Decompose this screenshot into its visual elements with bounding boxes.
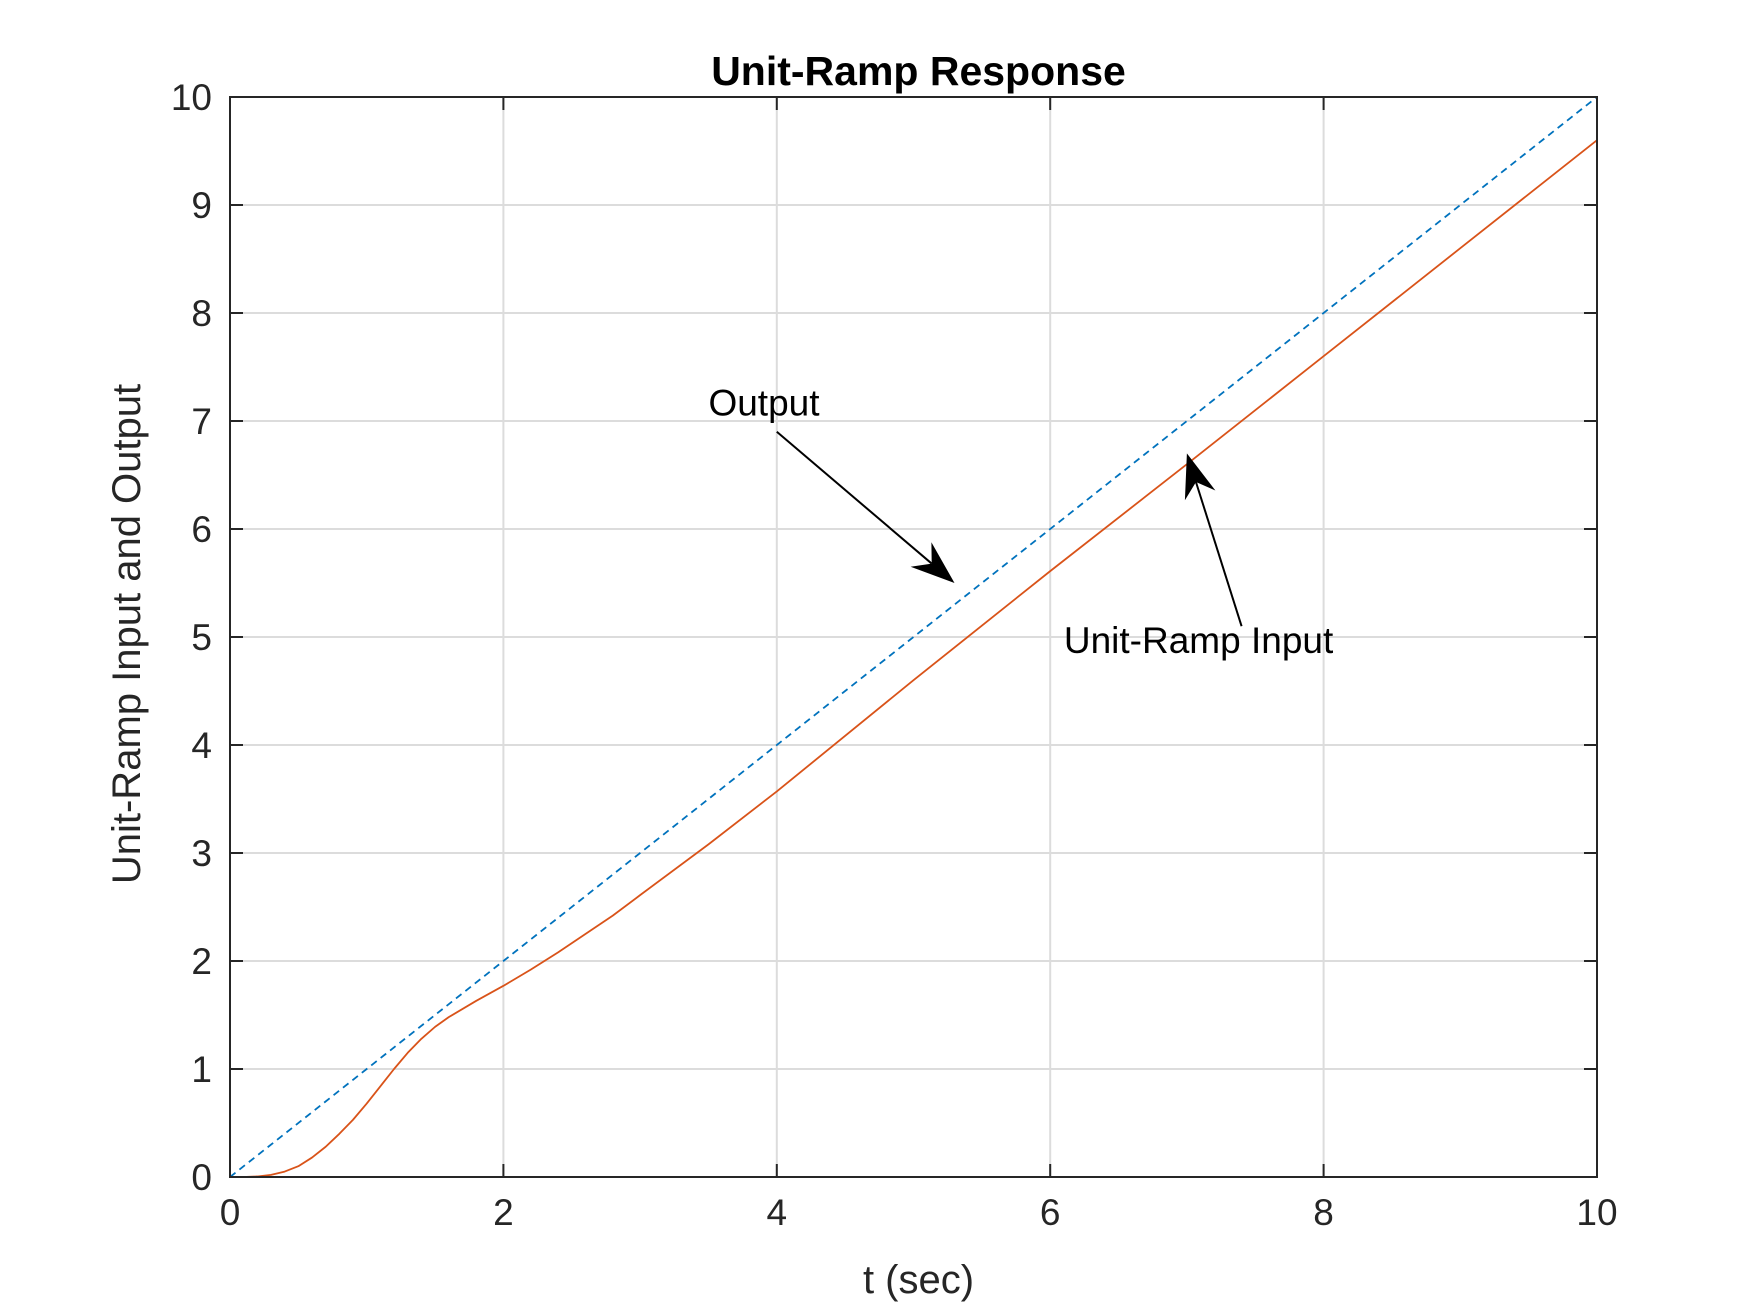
y-tick-label: 4 [191,725,212,766]
annotation-unit-ramp-input-arrow-head [1184,453,1216,501]
annotation-unit-ramp-input-arrow-shaft [1194,481,1243,627]
x-tick-label: 2 [493,1192,514,1233]
series-layer [229,96,1598,1178]
chart-title: Unit-Ramp Response [711,48,1126,94]
grid-layer [230,97,1597,1177]
y-tick-label: 2 [191,941,212,982]
y-tick-label: 6 [191,509,212,550]
y-tick-label: 8 [191,293,212,334]
annotation-output-arrow-shaft [776,431,933,565]
y-tick-label: 10 [171,77,212,118]
y-tick-label: 9 [191,185,212,226]
x-axis-label: t (sec) [863,1258,974,1302]
y-tick-label: 3 [191,833,212,874]
axes-layer [229,96,1598,1178]
x-tick-label: 4 [767,1192,788,1233]
output-series-line [230,139,1598,1178]
x-tick-label: 6 [1040,1192,1061,1233]
y-tick-label: 7 [191,401,212,442]
x-tick-label: 0 [220,1192,241,1233]
annotation-output-label: Output [708,383,820,424]
x-tick-label: 10 [1576,1192,1617,1233]
y-tick-label: 1 [191,1049,212,1090]
annotation-unit-ramp-input-label: Unit-Ramp Input [1064,620,1334,661]
tick-label-layer: 0 2 4 6 8 10 0 1 2 3 4 5 6 7 8 9 10 [171,77,1618,1233]
y-tick-label: 0 [191,1157,212,1198]
y-axis-label: Unit-Ramp Input and Output [105,384,149,884]
input-series-line [229,96,1598,1178]
x-tick-label: 8 [1313,1192,1334,1233]
y-tick-label: 5 [191,617,212,658]
annotation-layer: Output Unit-Ramp Input [708,383,1334,662]
annotation-output-arrow-head [910,542,955,583]
